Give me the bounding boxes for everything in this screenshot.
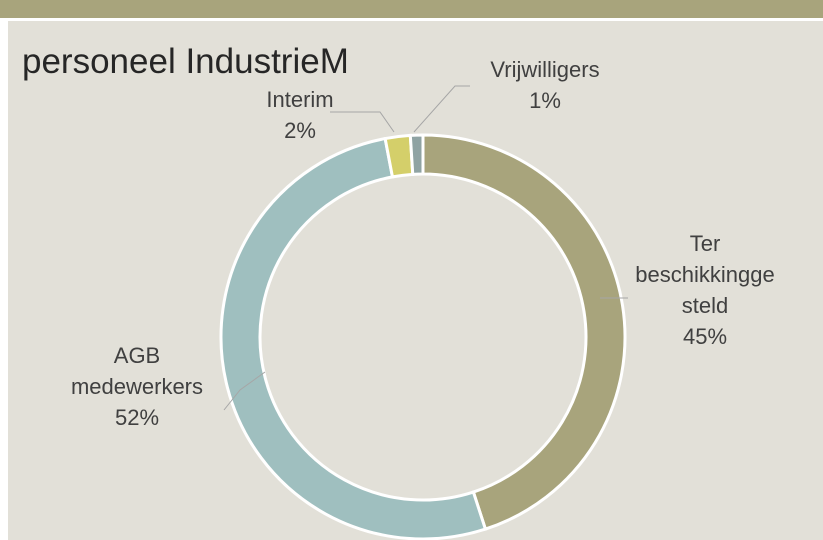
chart-title: personeel IndustrieM [22, 42, 349, 81]
donut-slice [408, 133, 425, 176]
data-label: AGB medewerkers 52% [62, 340, 212, 433]
leader-line [413, 85, 470, 133]
data-label: Interim 2% [265, 84, 335, 146]
category-label: Ter beschikkinggesteld [635, 231, 775, 318]
leader-line [330, 111, 395, 133]
donut-slice [421, 133, 627, 532]
category-label: Interim [266, 87, 334, 112]
category-label: AGB medewerkers [70, 343, 204, 399]
donut-slice [219, 136, 488, 540]
value-label: 45% [682, 324, 728, 349]
value-label: 1% [529, 88, 561, 113]
data-label: Vrijwilligers 1% [455, 54, 635, 116]
value-label: 2% [284, 118, 316, 143]
category-label: Vrijwilligers [490, 57, 600, 82]
value-label: 52% [114, 405, 160, 430]
chart-panel [8, 21, 823, 540]
data-label: Ter beschikkinggesteld 45% [630, 228, 780, 352]
leader-line [223, 371, 266, 411]
top-bar [0, 0, 823, 18]
